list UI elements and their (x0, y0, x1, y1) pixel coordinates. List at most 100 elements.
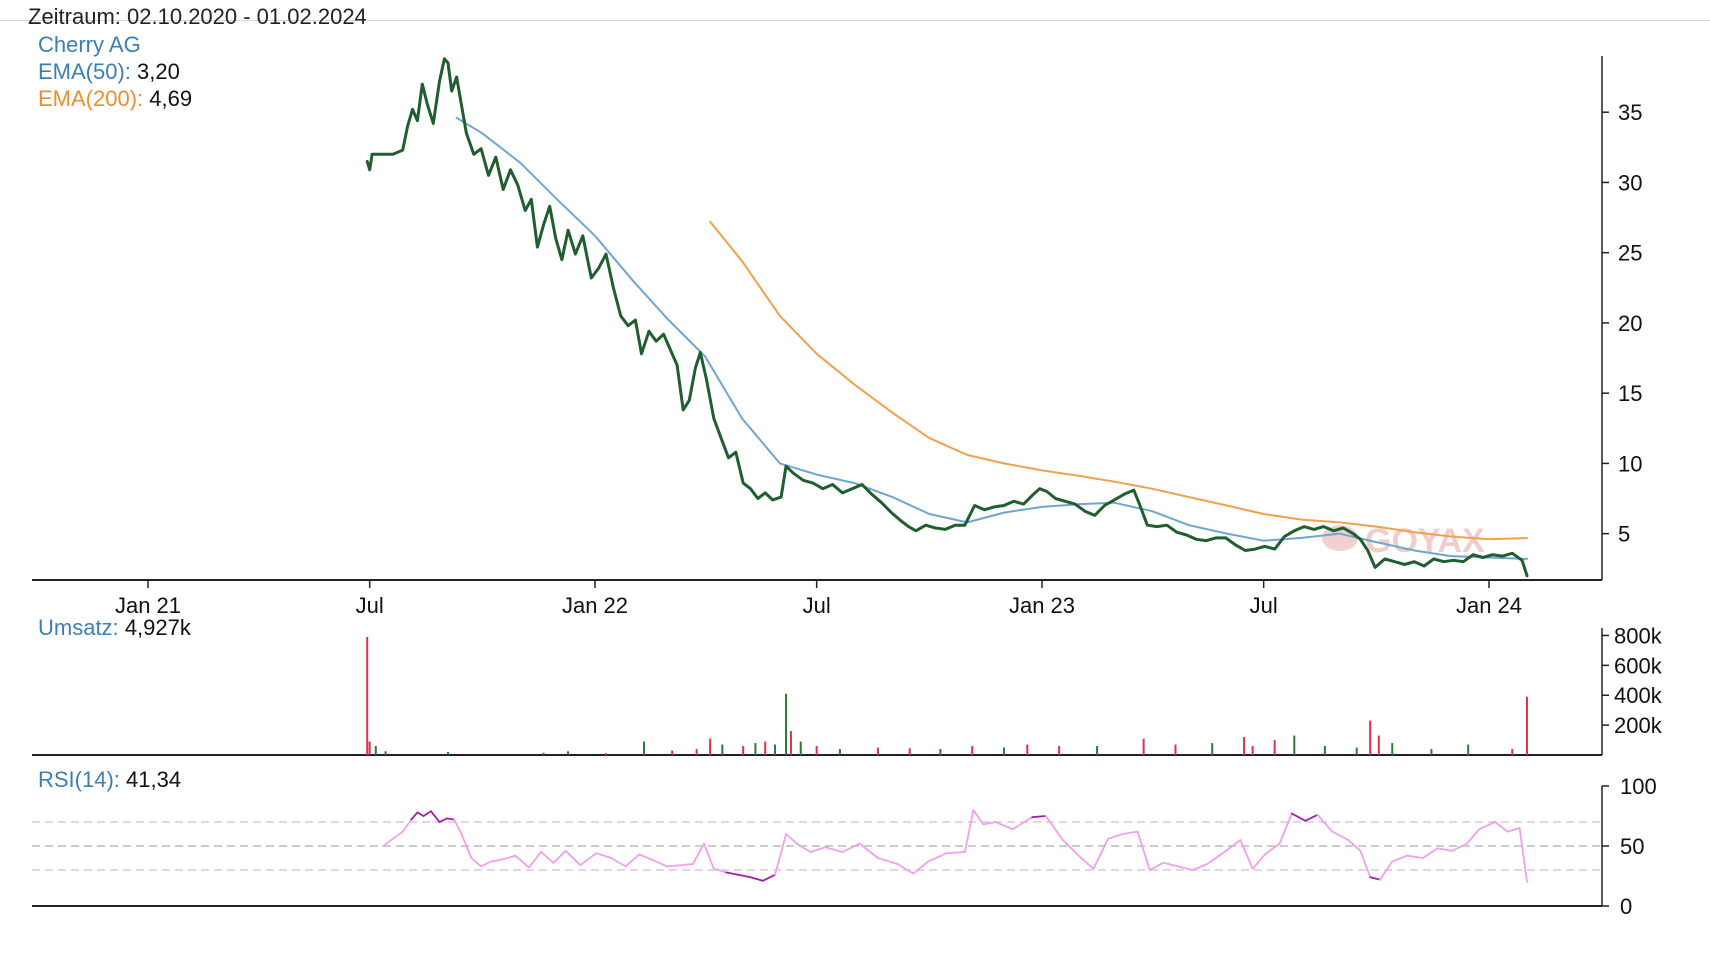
price-y-tick-label: 35 (1618, 100, 1642, 125)
rsi-line-segment (1391, 854, 1408, 863)
ema200-value: 4,69 (149, 86, 193, 111)
rsi-line-segment (1011, 816, 1034, 831)
volume-bar (567, 751, 570, 755)
rsi-line-segment (422, 810, 432, 817)
volume-bar (764, 741, 767, 755)
rsi-line-segment (1478, 821, 1497, 831)
rsi-line-segment (994, 821, 1014, 831)
rsi-line-segment (737, 873, 752, 879)
rsi-line-segment (1191, 863, 1209, 871)
x-tick-label: Jan 24 (1456, 593, 1522, 618)
ema200-label: EMA(200): (38, 86, 144, 111)
price-y-tick-label: 10 (1618, 451, 1642, 476)
rsi-line-segment (785, 833, 800, 846)
ema50-legend: EMA(50): 3,20 (38, 58, 192, 85)
rsi-line-segment (1148, 861, 1165, 871)
rsi-line-segment (1331, 830, 1350, 841)
rsi-line-segment (896, 863, 915, 875)
volume-bar (838, 749, 841, 755)
volume-bar (721, 744, 724, 755)
x-tick-label: Jan 21 (115, 593, 181, 618)
volume-bar (789, 731, 792, 755)
volume-bar (1369, 720, 1372, 755)
rsi-line-segment (1223, 839, 1242, 853)
volume-bar (742, 746, 745, 755)
volume-bar (1058, 746, 1061, 755)
rsi-line-segment (1518, 827, 1528, 883)
price-y-tick-label: 15 (1618, 381, 1642, 406)
volume-bar (799, 741, 802, 755)
volume-bar (1142, 738, 1145, 755)
volume-y-tick-label: 600k (1614, 653, 1663, 678)
x-tick-label: Jul (356, 593, 384, 618)
rsi-line-segment (502, 854, 517, 861)
rsi-line-segment (527, 851, 543, 869)
rsi-line-segment (703, 842, 715, 870)
ema50-label: EMA(50): (38, 59, 131, 84)
volume-bar (542, 752, 545, 755)
rsi-line-segment (480, 860, 492, 868)
volume-bar (366, 636, 369, 755)
volume-bar (1251, 746, 1254, 755)
rsi-line-segment (824, 846, 844, 853)
volume-bar (774, 744, 777, 755)
x-tick-label: Jul (1250, 593, 1278, 618)
volume-label: Umsatz: (38, 615, 119, 640)
rsi-line-segment (624, 853, 640, 868)
volume-bar (1174, 744, 1177, 755)
volume-bar (1026, 744, 1029, 755)
price-y-tick-label: 25 (1618, 241, 1642, 266)
rsi-line-segment (1304, 813, 1319, 822)
ema200-line (709, 220, 1528, 541)
rsi-line-segment (712, 867, 727, 874)
rsi-line-segment (761, 873, 776, 882)
rsi-line-segment (1379, 860, 1394, 881)
volume-bar (939, 749, 942, 755)
rsi-line-segment (540, 851, 555, 864)
rsi-line-segment (1239, 839, 1254, 870)
volume-bar (785, 693, 788, 755)
rsi-line-segment (1278, 812, 1293, 845)
volume-bar (1211, 743, 1214, 755)
price-line (365, 57, 1529, 578)
rsi-value: 41,34 (126, 767, 182, 792)
rsi-line-segment (652, 859, 669, 868)
volume-bar (1323, 746, 1326, 755)
rsi-line-segment (1436, 847, 1454, 852)
rsi-line-segment (1466, 828, 1481, 845)
volume-bar (695, 749, 698, 755)
rsi-line-segment (1290, 812, 1307, 822)
rsi-line-segment (1369, 876, 1381, 881)
rsi-line-segment (692, 842, 705, 865)
rsi-line-segment (579, 852, 598, 867)
rsi-line-segment (595, 852, 612, 859)
rsi-line-segment (470, 857, 483, 868)
rsi-line-segment (679, 863, 694, 867)
volume-bar (1243, 737, 1246, 755)
rsi-line-segment (797, 843, 812, 853)
rsi-line-segment (774, 833, 787, 876)
rsi-line-segment (666, 864, 682, 868)
volume-bar (815, 746, 818, 755)
volume-bar (1293, 735, 1296, 755)
rsi-line-segment (1107, 833, 1124, 840)
volume-y-tick-label: 800k (1614, 623, 1663, 648)
rsi-line-segment (1347, 839, 1362, 852)
x-tick-label: Jan 22 (562, 593, 628, 618)
volume-y-tick-label: 400k (1614, 683, 1663, 708)
rsi-line-segment (749, 876, 764, 882)
volume-bar (709, 738, 712, 755)
x-tick-label: Jul (803, 593, 831, 618)
header-rule (0, 20, 1710, 21)
rsi-line-segment (1121, 830, 1139, 835)
rsi-line-segment (445, 817, 456, 821)
volume-bar (1273, 740, 1276, 755)
rsi-line-segment (1162, 861, 1179, 868)
price-legend: Cherry AG EMA(50): 3,20 EMA(200): 4,69 (38, 31, 192, 112)
rsi-line-segment (460, 833, 473, 859)
rsi-line-segment (1251, 853, 1266, 870)
rsi-line-segment (514, 854, 530, 869)
rsi-line-segment (972, 809, 985, 826)
volume-bar (1391, 743, 1394, 755)
